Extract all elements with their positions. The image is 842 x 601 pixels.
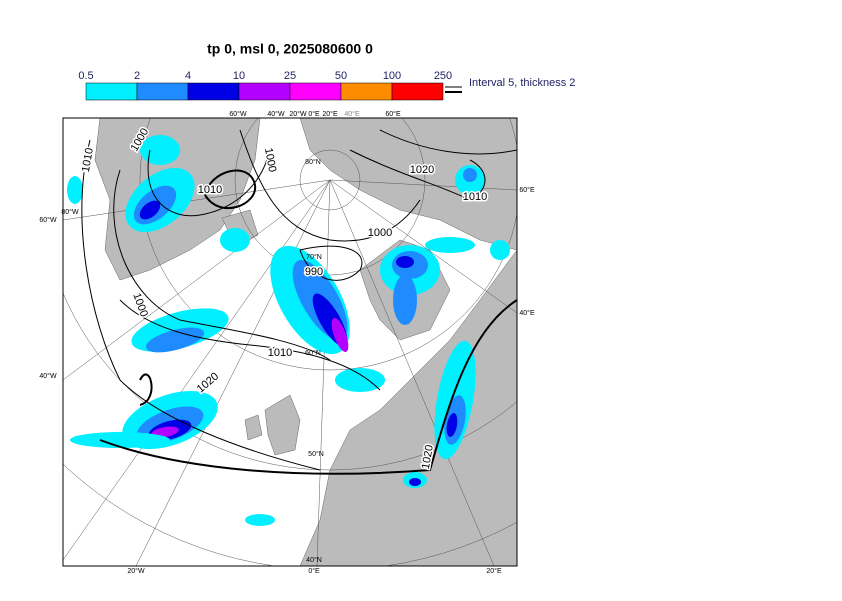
- contour-label: 1010: [268, 347, 292, 359]
- precip-area: [220, 228, 250, 252]
- precip-area: [151, 426, 179, 438]
- graticule: [63, 118, 517, 566]
- contour-label: 990: [305, 266, 323, 278]
- legend-level: 250: [434, 70, 452, 82]
- precip-area: [393, 275, 417, 325]
- map-title: tp 0, msl 0, 2025080600 0: [207, 41, 373, 57]
- contour-label: 1000: [262, 147, 278, 173]
- legend-swatch: [187, 82, 240, 101]
- precip-area: [425, 237, 475, 253]
- contour-label: 1010: [80, 147, 96, 173]
- grid-label: 60°N: [305, 349, 321, 357]
- grid-label: 80°N: [305, 158, 321, 166]
- contour-label: 1020: [410, 164, 434, 176]
- legend: 0.5 2 4 10 25 50 100 250: [78, 70, 452, 101]
- legend-swatch: [85, 82, 138, 101]
- contour-label: 1010: [198, 184, 222, 196]
- precip-area: [335, 368, 385, 392]
- map-frame: [62, 117, 518, 567]
- grid-label: 50°N: [308, 450, 324, 458]
- contour-label: 1010: [463, 191, 487, 203]
- precip-area: [70, 432, 170, 448]
- contour-label: 1000: [368, 227, 392, 239]
- legend-level: 2: [134, 70, 140, 82]
- legend-note: Interval 5, thickness 2: [469, 77, 575, 89]
- grid-label: 40°W: [267, 110, 285, 118]
- grid-label: 60°E: [385, 110, 401, 118]
- grid-label: 40°N: [306, 556, 322, 564]
- precip-area: [245, 514, 275, 526]
- contour-label: 1020: [420, 444, 436, 470]
- precipitation: [67, 135, 510, 526]
- grid-label: 80°W: [61, 208, 79, 216]
- legend-level: 0.5: [78, 70, 93, 82]
- legend-level: 50: [335, 70, 347, 82]
- precip-area: [446, 413, 458, 437]
- precip-area: [463, 168, 477, 182]
- legend-swatch: [136, 82, 189, 101]
- grid-label: 60°W: [39, 216, 57, 224]
- grid-label: 60°W: [229, 110, 247, 118]
- precip-area: [145, 327, 205, 353]
- precip-area: [67, 176, 83, 204]
- precip-area: [409, 478, 421, 486]
- grid-label: 40°E: [519, 309, 535, 317]
- legend-level: 100: [383, 70, 401, 82]
- precip-area: [490, 240, 510, 260]
- isobars: [81, 129, 517, 475]
- grid-label: 40°E: [344, 110, 360, 118]
- grid-label: 20°W: [289, 110, 307, 118]
- grid-label: 20°E: [322, 110, 338, 118]
- legend-swatch: [391, 82, 444, 101]
- legend-swatch: [238, 82, 291, 101]
- grid-label: 0°E: [308, 567, 320, 575]
- grid-label: 20°W: [127, 567, 145, 575]
- grid-labels: 60°W 40°W 20°W 0°E 20°E 40°E 60°E80°N70°N60°N5…: [39, 110, 535, 575]
- precip-area: [396, 256, 414, 268]
- legend-swatch: [289, 82, 342, 101]
- legend-level: 10: [233, 70, 245, 82]
- legend-swatch: [340, 82, 393, 101]
- grid-label: 0°E: [308, 110, 320, 118]
- grid-label: 70°N: [306, 253, 322, 261]
- precip-area: [331, 317, 349, 353]
- grid-label: 60°E: [519, 186, 535, 194]
- legend-level: 25: [284, 70, 296, 82]
- legend-level: 4: [185, 70, 191, 82]
- grid-label: 20°E: [486, 567, 502, 575]
- grid-label: 40°W: [39, 372, 57, 380]
- precip-area: [139, 200, 161, 220]
- precip-area: [140, 135, 180, 165]
